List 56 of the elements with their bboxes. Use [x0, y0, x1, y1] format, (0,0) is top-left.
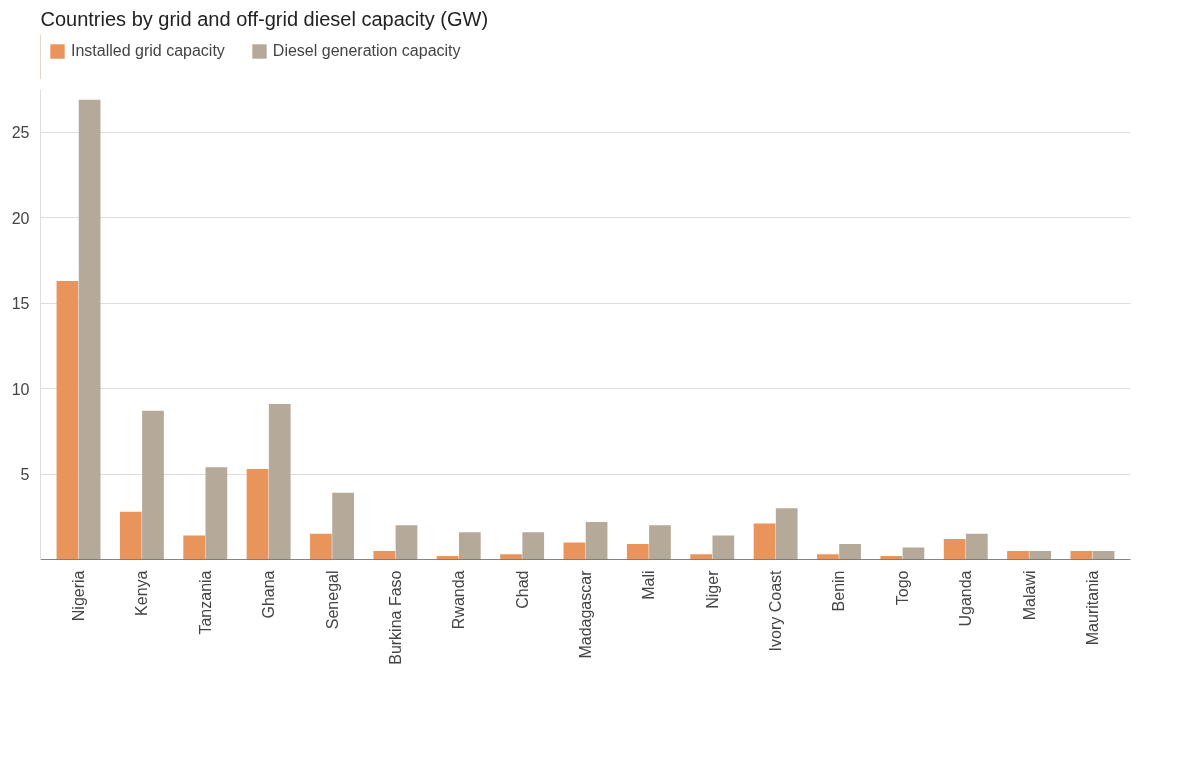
- bar: [395, 525, 418, 560]
- bar: [310, 533, 332, 560]
- y-tick-label: 25: [11, 124, 30, 142]
- x-tick-label: Rwanda: [450, 570, 468, 630]
- x-tick-label: Ivory Coast: [767, 569, 785, 652]
- x-tick-label: Uganda: [957, 570, 975, 627]
- bar: [458, 532, 481, 560]
- y-tick-label: 15: [11, 295, 30, 313]
- bar: [522, 532, 545, 560]
- bar: [626, 544, 649, 560]
- bar: [183, 535, 206, 560]
- y-tick-label: 20: [11, 209, 30, 227]
- x-tick-label: Benin: [830, 570, 848, 612]
- bar: [775, 508, 798, 560]
- bar: [268, 403, 291, 560]
- bar: [119, 511, 142, 560]
- bar: [839, 544, 861, 560]
- y-tick-label: 5: [20, 466, 30, 484]
- bar: [373, 550, 396, 560]
- x-tick-label: Tanzania: [196, 570, 214, 635]
- x-tick-label: Nigeria: [70, 570, 88, 622]
- x-tick-label: Chad: [513, 570, 531, 609]
- bar: [78, 99, 101, 560]
- x-tick-label: Mauritania: [1083, 570, 1101, 646]
- legend-label: Diesel generation capacity: [272, 42, 461, 60]
- bar: [753, 523, 776, 560]
- bar: [690, 554, 713, 560]
- x-tick-label: Burkina Faso: [386, 570, 404, 665]
- bar: [943, 538, 966, 560]
- x-tick-label: Mali: [640, 570, 658, 600]
- bar: [1092, 550, 1115, 560]
- x-tick-label: Kenya: [133, 570, 151, 616]
- bar: [1029, 550, 1052, 560]
- x-tick-label: Madagascar: [577, 569, 594, 659]
- bar: [712, 535, 735, 560]
- bar: [142, 410, 164, 560]
- bar: [205, 467, 228, 560]
- bar: [649, 525, 671, 560]
- y-tick-label: 10: [11, 380, 30, 398]
- bar: [585, 521, 608, 560]
- bar: [563, 542, 586, 560]
- x-tick-label: Ghana: [260, 570, 278, 619]
- bar: [56, 280, 79, 560]
- bar: [332, 492, 354, 560]
- chart-title: Countries by grid and off-grid diesel capacity (GW): [40, 7, 489, 30]
- bar: [1070, 550, 1093, 560]
- x-tick-label: Niger: [703, 569, 721, 609]
- bar: [246, 468, 269, 560]
- legend-label: Installed grid capacity: [71, 42, 225, 60]
- x-tick-label: Malawi: [1020, 570, 1038, 621]
- bar: [965, 533, 988, 560]
- x-tick-label: Togo: [893, 570, 911, 606]
- x-tick-label: Senegal: [323, 570, 341, 630]
- bar: [817, 554, 839, 560]
- bar: [500, 554, 522, 560]
- bar: [1007, 550, 1029, 560]
